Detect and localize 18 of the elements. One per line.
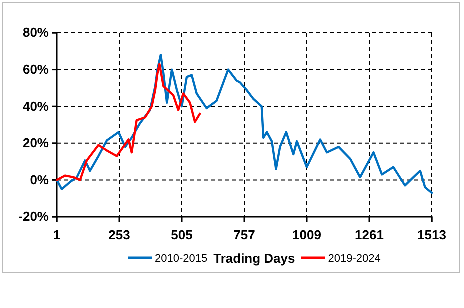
y-tick-label: 20%	[22, 136, 50, 151]
x-tick-label: 1261	[355, 227, 384, 242]
x-tick-label: 1513	[418, 227, 446, 242]
x-tick-label: 505	[171, 227, 193, 242]
y-tick-label: 40%	[22, 98, 50, 114]
line-series	[56, 63, 202, 182]
y-tick-label: -20%	[18, 209, 50, 224]
x-tick-label: 1009	[292, 227, 322, 242]
y-tick-label: 80%	[22, 25, 50, 40]
x-tick-label: 1	[53, 227, 61, 242]
legend-label: 2010-2015	[155, 253, 208, 265]
x-axis-title: Trading Days	[214, 251, 296, 266]
x-tick-label: 757	[234, 227, 256, 242]
y-tick-label: 60%	[22, 62, 50, 77]
legend-label: 2019-2024	[328, 253, 381, 265]
x-tick-label: 253	[108, 227, 130, 242]
y-tick-label: 0%	[30, 172, 50, 188]
line-series	[56, 54, 434, 194]
